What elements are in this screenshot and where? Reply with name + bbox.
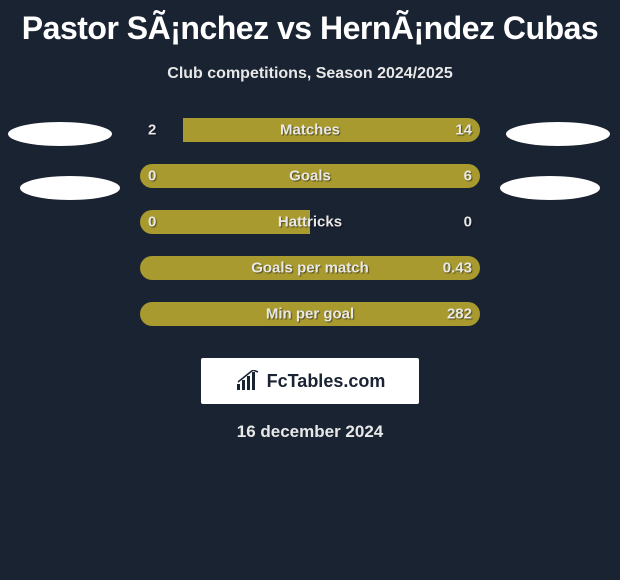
stat-bar: Min per goal 282: [140, 302, 480, 326]
stat-row: Goals per match 0.43: [0, 256, 620, 302]
date-text: 16 december 2024: [0, 422, 620, 442]
stat-bar-right: [310, 210, 480, 234]
stat-row: 2 Matches 14: [0, 118, 620, 164]
stat-value-right: 0.43: [443, 260, 472, 277]
stat-value-right: 6: [464, 168, 472, 185]
stat-value-left: 0: [148, 168, 156, 185]
stat-bar-left: [140, 118, 183, 142]
stat-row: 0 Goals 6: [0, 164, 620, 210]
logo-text: FcTables.com: [267, 371, 386, 392]
stat-bar: Goals per match 0.43: [140, 256, 480, 280]
stat-value-right: 282: [447, 306, 472, 323]
stat-bar-right: [140, 164, 480, 188]
stat-row: Min per goal 282: [0, 302, 620, 348]
fctables-logo[interactable]: FcTables.com: [201, 358, 419, 404]
chart-icon: [235, 370, 261, 392]
stat-bar: 2 Matches 14: [140, 118, 480, 142]
stat-bar-right: [140, 302, 480, 326]
stat-value-right: 14: [455, 122, 472, 139]
stat-value-left: 2: [148, 122, 156, 139]
stat-bar-left: [140, 210, 310, 234]
stat-value-right: 0: [464, 214, 472, 231]
stat-row: 0 Hattricks 0: [0, 210, 620, 256]
page-title: Pastor SÃ¡nchez vs HernÃ¡ndez Cubas: [0, 0, 620, 47]
stat-bar: 0 Goals 6: [140, 164, 480, 188]
page-subtitle: Club competitions, Season 2024/2025: [0, 65, 620, 83]
stat-bar-right: [183, 118, 481, 142]
stat-bar: 0 Hattricks 0: [140, 210, 480, 234]
stats-container: 2 Matches 14 0 Goals 6 0 Hattricks 0 Goa: [0, 118, 620, 348]
stat-value-left: 0: [148, 214, 156, 231]
stat-bar-right: [140, 256, 480, 280]
